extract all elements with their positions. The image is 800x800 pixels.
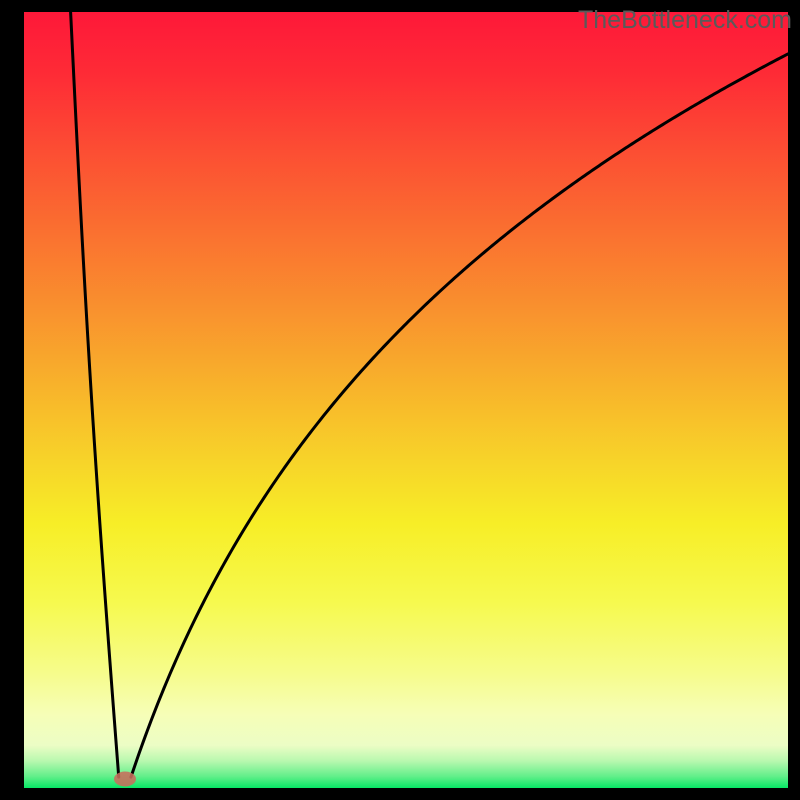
minimum-marker xyxy=(114,772,136,787)
chart-container: TheBottleneck.com xyxy=(0,0,800,800)
plot-area xyxy=(24,12,788,788)
watermark-text: TheBottleneck.com xyxy=(578,6,792,35)
right-curve xyxy=(131,54,788,777)
left-curve xyxy=(71,12,119,777)
curves-layer xyxy=(24,12,788,788)
